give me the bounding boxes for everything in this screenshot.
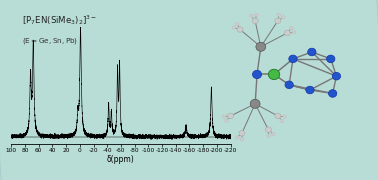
Circle shape — [292, 31, 296, 34]
Circle shape — [239, 130, 245, 136]
Circle shape — [232, 26, 235, 29]
Circle shape — [290, 26, 293, 30]
Circle shape — [280, 119, 284, 122]
Circle shape — [222, 115, 226, 118]
Text: $\rm (E = Ge, Sn, Pb)$: $\rm (E = Ge, Sn, Pb)$ — [22, 36, 79, 46]
X-axis label: δ(ppm): δ(ppm) — [107, 155, 135, 164]
Circle shape — [275, 113, 281, 119]
Circle shape — [308, 48, 316, 56]
Circle shape — [240, 138, 244, 141]
Circle shape — [277, 13, 280, 17]
Circle shape — [252, 18, 258, 24]
Circle shape — [281, 16, 285, 19]
Circle shape — [268, 69, 280, 80]
Circle shape — [327, 55, 335, 63]
Circle shape — [289, 55, 297, 63]
Circle shape — [225, 119, 228, 122]
Circle shape — [235, 136, 239, 139]
Circle shape — [256, 42, 266, 51]
Text: $\rm [P_7EN(SiMe_3)_2]^{3-}$: $\rm [P_7EN(SiMe_3)_2]^{3-}$ — [22, 13, 98, 27]
Circle shape — [250, 99, 260, 108]
Circle shape — [285, 81, 293, 89]
Circle shape — [306, 86, 314, 94]
Circle shape — [228, 113, 234, 119]
Circle shape — [235, 22, 239, 26]
Circle shape — [253, 70, 262, 79]
Circle shape — [328, 90, 337, 97]
Circle shape — [284, 30, 290, 36]
Circle shape — [249, 14, 253, 18]
Circle shape — [255, 13, 259, 17]
Circle shape — [275, 18, 281, 24]
Circle shape — [332, 72, 341, 80]
Circle shape — [267, 134, 271, 138]
Circle shape — [265, 127, 271, 132]
Circle shape — [237, 27, 243, 32]
Circle shape — [271, 132, 275, 136]
Circle shape — [282, 115, 286, 118]
